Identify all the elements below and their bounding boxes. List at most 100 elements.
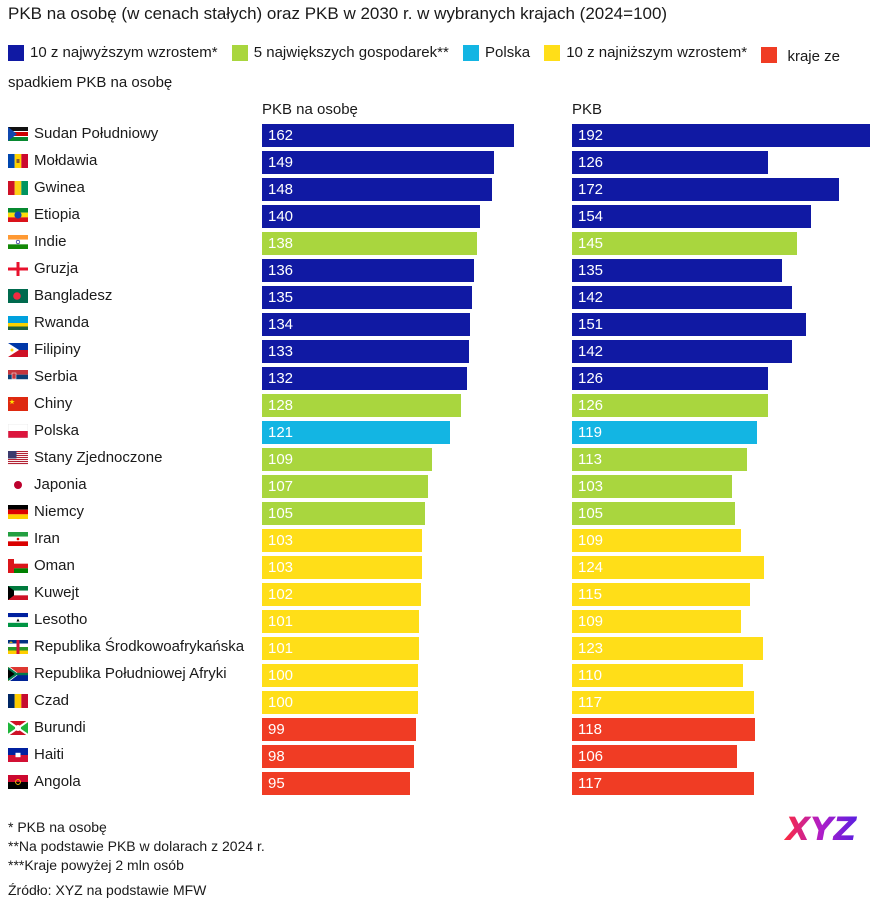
bar-gdp-per-capita: 103 bbox=[262, 529, 422, 552]
bar-value-label: 142 bbox=[578, 289, 604, 306]
bar-value-label: 100 bbox=[268, 694, 294, 711]
bar-value-label: 149 bbox=[268, 154, 294, 171]
bar-gdp-per-capita: 133 bbox=[262, 340, 469, 363]
panel-title-gdp-per-capita: PKB na osobę bbox=[262, 101, 358, 118]
bar-value-label: 117 bbox=[578, 775, 602, 792]
footnote-3: ***Kraje powyżej 2 mln osób bbox=[8, 857, 184, 873]
country-label: Republika Południowej Afryki bbox=[34, 665, 227, 682]
table-row: Chiny 128 126 bbox=[0, 392, 890, 419]
table-row: Haiti 98 106 bbox=[0, 743, 890, 770]
bar-gdp-per-capita: 138 bbox=[262, 232, 477, 255]
bar-gdp-per-capita: 101 bbox=[262, 610, 419, 633]
bar-value-label: 124 bbox=[578, 559, 604, 576]
bar-value-label: 109 bbox=[268, 451, 294, 468]
bar-value-label: 103 bbox=[268, 532, 294, 549]
bar-value-label: 107 bbox=[268, 478, 294, 495]
bar-value-label: 105 bbox=[268, 505, 294, 522]
table-row: Niemcy 105 105 bbox=[0, 500, 890, 527]
bar-gdp: 154 bbox=[572, 205, 811, 228]
bar-gdp-per-capita: 135 bbox=[262, 286, 472, 309]
bar-value-label: 126 bbox=[578, 154, 604, 171]
table-row: Angola 95 117 bbox=[0, 770, 890, 797]
bar-gdp-per-capita: 128 bbox=[262, 394, 461, 417]
table-row: Burundi 99 118 bbox=[0, 716, 890, 743]
bar-value-label: 95 bbox=[268, 775, 285, 792]
country-label: Mołdawia bbox=[34, 152, 98, 169]
table-row: Serbia 132 126 bbox=[0, 365, 890, 392]
logo-text: XYZ bbox=[783, 810, 857, 846]
table-row: Oman 103 124 bbox=[0, 554, 890, 581]
georgia-flag-icon bbox=[8, 262, 28, 276]
rwanda-flag-icon bbox=[8, 316, 28, 330]
bar-value-label: 118 bbox=[578, 721, 602, 738]
country-label: Serbia bbox=[34, 368, 78, 385]
bar-gdp-per-capita: 136 bbox=[262, 259, 474, 282]
bar-gdp-per-capita: 105 bbox=[262, 502, 425, 525]
country-label: Czad bbox=[34, 692, 70, 709]
india-flag-icon bbox=[8, 235, 28, 249]
bar-gdp: 119 bbox=[572, 421, 757, 444]
bar-gdp-per-capita: 162 bbox=[262, 124, 514, 147]
country-label: Angola bbox=[34, 773, 81, 790]
bar-gdp: 123 bbox=[572, 637, 763, 660]
country-label: Polska bbox=[34, 422, 80, 439]
table-row: Gruzja 136 135 bbox=[0, 257, 890, 284]
bar-value-label: 101 bbox=[268, 640, 294, 657]
bar-gdp: 117 bbox=[572, 691, 754, 714]
legend-item-bottom10: 10 z najniższym wzrostem* bbox=[544, 40, 747, 66]
legend-swatch-top10 bbox=[8, 45, 24, 61]
bar-value-label: 128 bbox=[268, 397, 294, 414]
car-flag-icon bbox=[8, 640, 28, 654]
country-label: Oman bbox=[34, 557, 75, 574]
angola-flag-icon bbox=[8, 775, 28, 789]
country-label: Lesotho bbox=[34, 611, 88, 628]
table-row: Gwinea 148 172 bbox=[0, 176, 890, 203]
country-label: Iran bbox=[34, 530, 60, 547]
bar-value-label: 123 bbox=[578, 640, 604, 657]
bar-gdp-per-capita: 149 bbox=[262, 151, 494, 174]
source-note: Źródło: XYZ na podstawie MFW bbox=[8, 882, 207, 898]
bar-value-label: 100 bbox=[268, 667, 294, 684]
serbia-flag-icon bbox=[8, 370, 28, 384]
bar-value-label: 132 bbox=[268, 370, 294, 387]
table-row: Iran 103 109 bbox=[0, 527, 890, 554]
legend-swatch-decline bbox=[761, 47, 778, 63]
country-label: Indie bbox=[34, 233, 67, 250]
country-label: Filipiny bbox=[34, 341, 81, 358]
bar-gdp: 192 bbox=[572, 124, 870, 147]
bar-value-label: 154 bbox=[578, 208, 604, 225]
bar-value-label: 133 bbox=[268, 343, 294, 360]
bar-value-label: 109 bbox=[578, 613, 604, 630]
bar-gdp: 103 bbox=[572, 475, 732, 498]
legend-item-decline: kraje ze spadkiem PKB na osobę bbox=[8, 47, 840, 91]
legend-label-decline: kraje ze spadkiem PKB na osobę bbox=[8, 48, 840, 91]
bar-gdp: 117 bbox=[572, 772, 754, 795]
bar-gdp-per-capita: 148 bbox=[262, 178, 492, 201]
oman-flag-icon bbox=[8, 559, 28, 573]
bar-value-label: 126 bbox=[578, 397, 604, 414]
haiti-flag-icon bbox=[8, 748, 28, 762]
footnotes: * PKB na osobę **Na podstawie PKB w dola… bbox=[8, 818, 265, 900]
kuwait-flag-icon bbox=[8, 586, 28, 600]
bar-gdp-per-capita: 102 bbox=[262, 583, 421, 606]
bar-value-label: 162 bbox=[268, 127, 294, 144]
table-row: Japonia 107 103 bbox=[0, 473, 890, 500]
bar-value-label: 192 bbox=[578, 127, 604, 144]
bar-gdp-per-capita: 134 bbox=[262, 313, 470, 336]
legend-item-top10: 10 z najwyższym wzrostem* bbox=[8, 40, 218, 66]
legend-label-bottom10: 10 z najniższym wzrostem* bbox=[566, 44, 748, 61]
bar-value-label: 110 bbox=[578, 667, 602, 684]
bar-gdp: 172 bbox=[572, 178, 839, 201]
country-label: Burundi bbox=[34, 719, 86, 736]
ethiopia-flag-icon bbox=[8, 208, 28, 222]
country-label: Chiny bbox=[34, 395, 73, 412]
table-row: Kuwejt 102 115 bbox=[0, 581, 890, 608]
bar-value-label: 106 bbox=[578, 748, 604, 765]
table-row: Lesotho 101 109 bbox=[0, 608, 890, 635]
footnote-2: **Na podstawie PKB w dolarach z 2024 r. bbox=[8, 838, 265, 854]
legend: 10 z najwyższym wzrostem* 5 największych… bbox=[8, 40, 868, 96]
bar-value-label: 172 bbox=[578, 181, 604, 198]
country-label: Bangladesz bbox=[34, 287, 113, 304]
bar-gdp: 145 bbox=[572, 232, 797, 255]
bar-gdp-per-capita: 140 bbox=[262, 205, 480, 228]
